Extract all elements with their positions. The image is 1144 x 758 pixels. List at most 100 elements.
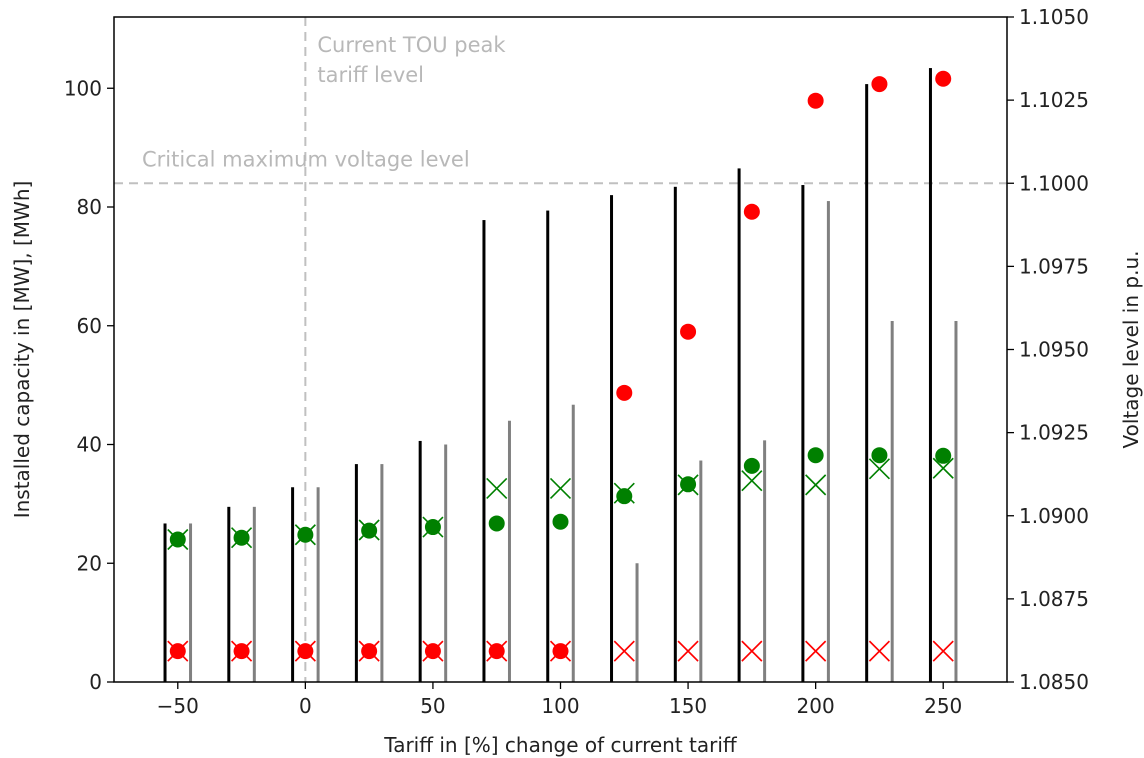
bar-s0-25 <box>354 464 358 682</box>
y2-tick-label-8: 1.1050 <box>1019 5 1089 29</box>
marker-dot-s3-50 <box>424 519 441 536</box>
marker-x-s4-175 <box>741 640 763 662</box>
x-tick-label-0: 0 <box>299 694 312 718</box>
marker-dot-s5-0 <box>297 643 314 660</box>
y2-tick-label-7: 1.1025 <box>1019 88 1089 112</box>
marker-x-stroke-b <box>932 457 954 479</box>
marker-x-stroke-b <box>741 470 763 492</box>
bar-s1-250 <box>954 321 958 682</box>
bar-s0-250 <box>928 68 932 682</box>
bar-s1-150 <box>699 460 703 682</box>
marker-x-stroke-b <box>868 458 890 480</box>
y-axis-label: Installed capacity in [MW], [MWh] <box>10 181 34 519</box>
y-tick-label-60: 60 <box>77 314 102 338</box>
marker-dot-s5-225 <box>871 76 888 93</box>
x-tick-label-250: 250 <box>924 694 962 718</box>
bar-s0--25 <box>227 506 231 682</box>
y-tick-label-40: 40 <box>77 433 102 457</box>
x-tick-label-100: 100 <box>541 694 579 718</box>
marker-x-s2-250 <box>932 457 954 479</box>
axes-layer <box>113 16 1008 683</box>
marker-x-stroke-b <box>486 477 508 500</box>
marker-dot-s5--25 <box>233 643 250 660</box>
x-tick-label-200: 200 <box>797 694 835 718</box>
marker-x-stroke-b <box>677 640 699 662</box>
marker-dot-s5-125 <box>616 384 633 401</box>
bar-s1-200 <box>826 201 830 682</box>
y2-tick-label-6: 1.1000 <box>1019 171 1089 195</box>
marker-x-s2-100 <box>549 477 572 500</box>
bar-s0-200 <box>801 185 805 682</box>
marker-dot-s5-175 <box>743 203 760 220</box>
bar-s1-0 <box>316 487 320 682</box>
marker-dot-s3-200 <box>807 447 824 464</box>
marker-dot-s3-0 <box>297 526 314 543</box>
bar-s0--50 <box>163 523 167 682</box>
y-tick-label-100: 100 <box>64 76 102 100</box>
x-tick-label-150: 150 <box>669 694 707 718</box>
marker-dot-s5-250 <box>935 70 952 87</box>
bar-s1--25 <box>252 506 256 682</box>
bar-s1-225 <box>890 321 894 682</box>
bar-s1-125 <box>635 563 639 682</box>
y2-tick-label-2: 1.0900 <box>1019 504 1089 528</box>
marker-dot-s5-50 <box>424 643 441 660</box>
marker-dot-s3-75 <box>488 515 505 532</box>
bar-s0-75 <box>482 220 486 682</box>
y2-tick-label-5: 1.0975 <box>1019 254 1089 278</box>
bar-s1-175 <box>763 440 767 682</box>
bar-s1-100 <box>571 404 575 682</box>
vertical-reference-label-line-2: tariff level <box>317 63 424 87</box>
marker-dot-s5--50 <box>169 643 186 660</box>
marker-x-stroke-b <box>549 477 572 500</box>
marker-dot-s3--50 <box>169 531 186 548</box>
marker-x-stroke-b <box>932 640 954 662</box>
marker-dot-s5-25 <box>361 643 378 660</box>
y-tick-label-0: 0 <box>89 670 102 694</box>
marker-x-s4-125 <box>613 640 635 662</box>
bar-s0-0 <box>291 487 295 682</box>
marker-x-s2-225 <box>868 458 890 480</box>
bar-s0-150 <box>673 186 677 682</box>
ticks-layer: −50 0 50 100 150 200 250 0 20 40 60 80 100 1.0850 1.08… <box>64 5 1089 718</box>
marker-dot-s3-225 <box>871 447 888 464</box>
plot-frame <box>113 16 1008 683</box>
bar-s1-75 <box>507 420 511 682</box>
marker-x-s4-250 <box>932 640 954 662</box>
bar-s0-225 <box>865 84 869 682</box>
marker-dot-s3-25 <box>361 522 378 539</box>
bar-s0-175 <box>737 168 741 682</box>
marker-dot-s5-150 <box>680 323 697 340</box>
bars-layer <box>163 68 958 682</box>
marker-x-stroke-b <box>741 640 763 662</box>
bar-s0-100 <box>546 210 550 682</box>
marker-dot-s3-100 <box>552 513 569 530</box>
marker-dot-s5-200 <box>807 92 824 109</box>
x-axis-label: Tariff in [%] change of current tariff <box>383 733 738 757</box>
marker-dot-s5-75 <box>488 643 505 660</box>
marker-x-s4-150 <box>677 640 699 662</box>
marker-x-stroke-b <box>805 640 827 662</box>
y-tick-label-20: 20 <box>77 551 102 575</box>
marker-dot-s3-175 <box>743 457 760 474</box>
x-tick-label-50: 50 <box>420 694 445 718</box>
vertical-reference-label-line-1: Current TOU peak <box>317 33 506 57</box>
bar-s0-125 <box>610 195 614 682</box>
marker-x-stroke-b <box>805 474 827 496</box>
markers-layer <box>167 70 954 662</box>
marker-dot-s3-125 <box>616 488 633 505</box>
y2-tick-label-0: 1.0850 <box>1019 670 1089 694</box>
marker-x-s2-75 <box>486 477 508 500</box>
marker-x-s4-200 <box>805 640 827 662</box>
marker-x-s2-200 <box>805 474 827 496</box>
marker-dot-s3--25 <box>233 529 250 546</box>
y2-tick-label-3: 1.0925 <box>1019 421 1089 445</box>
reference-lines-layer <box>114 17 1007 682</box>
marker-dot-s3-150 <box>680 476 697 493</box>
bar-s1-25 <box>380 464 384 682</box>
bar-s1--50 <box>189 523 193 682</box>
y-tick-label-80: 80 <box>77 195 102 219</box>
marker-x-stroke-b <box>613 640 635 662</box>
x-tick-label--50: −50 <box>157 694 199 718</box>
